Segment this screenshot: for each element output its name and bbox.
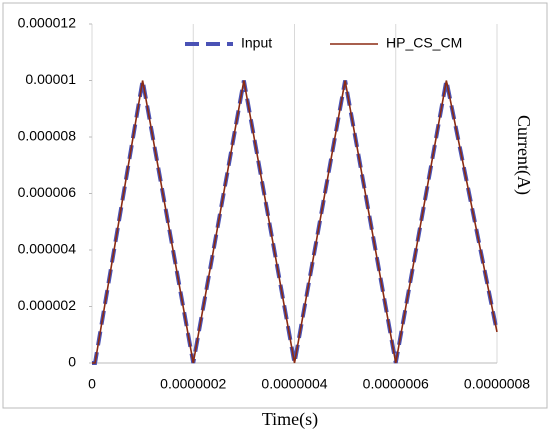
x-tick-label: 0 <box>88 376 96 392</box>
legend-label: Input <box>241 35 272 51</box>
y-tick-label: 0.000002 <box>18 297 77 313</box>
x-tick-label: 0.0000004 <box>261 376 327 392</box>
y-tick-label: 0 <box>68 354 76 370</box>
y-tick-label: 0.000008 <box>18 128 77 144</box>
x-axis-title: Time(s) <box>262 409 318 430</box>
x-tick-label: 0.0000006 <box>363 376 429 392</box>
y-tick-label: 0.000012 <box>18 15 77 31</box>
chart-frame <box>2 2 548 409</box>
x-tick-label: 0.0000008 <box>464 376 530 392</box>
y-tick-label: 0.00001 <box>25 71 76 87</box>
legend-label: HP_CS_CM <box>386 35 462 51</box>
y-tick-label: 0.000006 <box>18 184 77 200</box>
x-tick-label: 0.0000002 <box>160 376 226 392</box>
data-line <box>92 80 498 364</box>
y-axis-title: Current(A) <box>513 115 534 195</box>
y-tick-label: 0.000004 <box>18 241 77 257</box>
